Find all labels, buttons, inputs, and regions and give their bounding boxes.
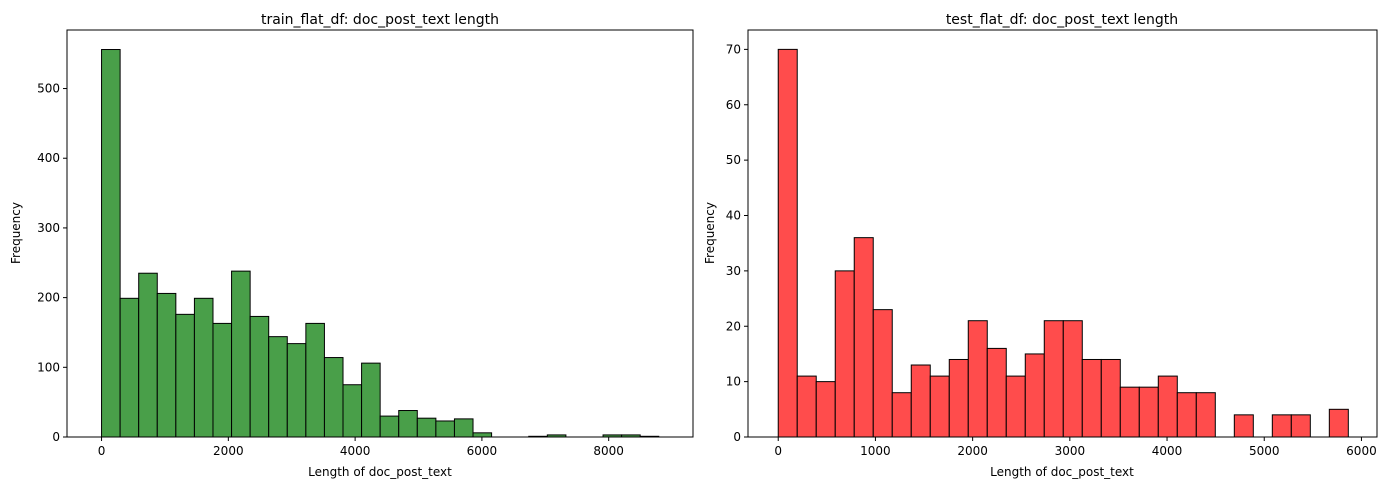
train-y-tick-label: 200 bbox=[37, 291, 60, 305]
test-histogram-bar bbox=[777, 48, 798, 438]
train-y-axis-label: Frequency bbox=[9, 202, 23, 264]
train-histogram-bar bbox=[305, 322, 325, 438]
test-x-tick-label: 4000 bbox=[1152, 444, 1183, 458]
train-histogram-bar bbox=[212, 322, 233, 438]
train-x-tick-label: 8000 bbox=[593, 444, 624, 458]
train-y-tick-label: 0 bbox=[52, 430, 60, 444]
train-histogram-bar bbox=[193, 297, 214, 438]
test-histogram-bar bbox=[1119, 386, 1140, 438]
train-x-tick-label: 6000 bbox=[467, 444, 498, 458]
train-histogram-bar bbox=[323, 357, 344, 438]
test-histogram-bar bbox=[948, 358, 969, 438]
test-histogram-bar bbox=[1138, 386, 1159, 438]
test-histogram-panel: test_flat_df: doc_post_text length 0 1000… bbox=[703, 12, 1378, 479]
test-histogram-bar bbox=[1271, 414, 1292, 438]
test-histogram-bar bbox=[1233, 414, 1254, 438]
train-histogram-bar bbox=[342, 384, 363, 438]
train-histogram-bar bbox=[472, 432, 493, 438]
test-plot-area: 0 1000 2000 3000 4000 5000 6000 0 10 20 30 40 50 60 70 bbox=[726, 42, 1377, 458]
test-x-tick-label: 3000 bbox=[1055, 444, 1086, 458]
test-histogram-bar bbox=[986, 347, 1007, 438]
train-histogram-bar bbox=[231, 270, 251, 438]
test-histogram-bar bbox=[1062, 320, 1083, 438]
test-y-tick-label: 20 bbox=[726, 319, 741, 333]
train-chart-title: train_flat_df: doc_post_text length bbox=[261, 12, 499, 28]
test-y-tick-label: 50 bbox=[726, 153, 741, 167]
test-x-tick-label: 0 bbox=[774, 444, 782, 458]
train-histogram-bar bbox=[156, 292, 177, 438]
test-histogram-bar bbox=[1100, 358, 1121, 438]
train-x-tick-label: 2000 bbox=[213, 444, 244, 458]
test-histogram-bar bbox=[929, 375, 950, 438]
train-histogram-bar bbox=[453, 418, 474, 438]
test-histogram-bar bbox=[796, 375, 817, 438]
test-histogram-bar bbox=[872, 309, 893, 438]
train-histogram-bar bbox=[398, 410, 418, 438]
test-histogram-bar bbox=[1043, 320, 1064, 438]
test-y-tick-label: 60 bbox=[726, 98, 741, 112]
train-histogram-bar bbox=[286, 343, 307, 438]
test-y-tick-label: 0 bbox=[733, 430, 741, 444]
train-x-axis-label: Length of doc_post_text bbox=[308, 465, 452, 479]
test-y-tick-label: 40 bbox=[726, 209, 741, 223]
test-axes-frame bbox=[747, 29, 1378, 438]
train-histogram-bar bbox=[361, 362, 381, 438]
train-histogram-bar bbox=[119, 297, 140, 438]
train-x-tick-label: 0 bbox=[98, 444, 106, 458]
train-axes-frame bbox=[66, 29, 694, 438]
train-y-tick-label: 100 bbox=[37, 360, 60, 374]
train-histogram-bar bbox=[379, 415, 400, 438]
test-histogram-bar bbox=[1290, 414, 1311, 438]
train-histogram-bar bbox=[435, 420, 455, 438]
test-histogram-bar bbox=[834, 270, 855, 438]
train-histogram-bar bbox=[249, 315, 270, 438]
test-histogram-bar bbox=[1195, 392, 1216, 438]
test-x-tick-label: 5000 bbox=[1249, 444, 1280, 458]
test-x-tick-label: 2000 bbox=[957, 444, 988, 458]
test-y-tick-label: 70 bbox=[726, 42, 741, 56]
test-histogram-bar bbox=[1157, 375, 1178, 438]
test-histogram-bar bbox=[1024, 353, 1045, 438]
train-histogram-bar bbox=[416, 417, 437, 438]
train-x-tick-label: 4000 bbox=[340, 444, 371, 458]
test-x-tick-label: 6000 bbox=[1346, 444, 1377, 458]
test-x-axis-label: Length of doc_post_text bbox=[990, 465, 1134, 479]
test-histogram-bar bbox=[1328, 408, 1349, 438]
train-y-tick-label: 400 bbox=[37, 151, 60, 165]
train-y-tick-label: 300 bbox=[37, 221, 60, 235]
test-y-axis-label: Frequency bbox=[703, 202, 717, 264]
test-histogram-bar bbox=[910, 364, 931, 438]
test-histogram-bar bbox=[1081, 358, 1102, 438]
train-y-tick-label: 500 bbox=[37, 82, 60, 96]
train-histogram-panel: train_flat_df: doc_post_text length 0 200… bbox=[9, 12, 694, 479]
train-histogram-bar bbox=[101, 49, 121, 438]
test-chart-title: test_flat_df: doc_post_text length bbox=[946, 12, 1178, 28]
test-x-tick-label: 1000 bbox=[860, 444, 891, 458]
train-histogram-bar bbox=[268, 336, 288, 438]
test-y-tick-label: 10 bbox=[726, 375, 741, 389]
test-histogram-bar bbox=[815, 381, 836, 438]
test-y-tick-label: 30 bbox=[726, 264, 741, 278]
train-histogram-bar bbox=[138, 272, 158, 438]
test-histogram-bar bbox=[853, 237, 874, 438]
test-histogram-bar bbox=[891, 392, 912, 438]
train-histogram-bar bbox=[175, 313, 195, 438]
train-plot-area: 0 2000 4000 6000 8000 0 100 200 300 400 500 bbox=[37, 49, 660, 458]
test-histogram-bar bbox=[967, 320, 988, 438]
test-histogram-bar bbox=[1176, 392, 1197, 438]
test-histogram-bar bbox=[1005, 375, 1026, 438]
